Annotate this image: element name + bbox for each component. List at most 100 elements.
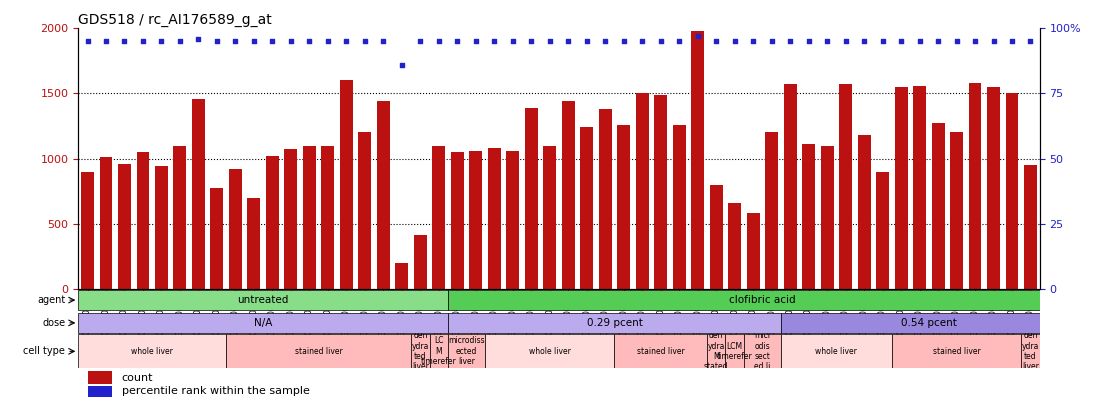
Bar <box>359 132 371 289</box>
Text: cell type: cell type <box>23 346 65 356</box>
Bar <box>229 169 241 289</box>
Bar <box>448 313 780 333</box>
Bar <box>506 151 519 289</box>
Point <box>836 38 854 45</box>
Bar <box>968 83 982 289</box>
Bar <box>411 334 429 369</box>
Point <box>338 38 356 45</box>
Point <box>873 38 891 45</box>
Point <box>190 36 208 42</box>
Bar <box>840 84 852 289</box>
Bar <box>485 334 615 369</box>
Point <box>911 38 929 45</box>
Bar <box>448 334 485 369</box>
Point <box>208 38 226 45</box>
Bar <box>615 334 707 369</box>
Bar <box>524 108 538 289</box>
Text: microdiss
ected
liver: microdiss ected liver <box>448 337 485 366</box>
Text: whole liver: whole liver <box>529 347 570 356</box>
Bar <box>784 84 797 289</box>
Text: 0.54 pcent: 0.54 pcent <box>901 318 957 328</box>
Text: percentile rank within the sample: percentile rank within the sample <box>122 386 310 396</box>
Point <box>541 38 559 45</box>
Text: micr
odis
sect
ed li: micr odis sect ed li <box>754 331 771 371</box>
Bar <box>780 334 892 369</box>
Text: stained liver: stained liver <box>295 347 342 356</box>
Bar <box>987 87 999 289</box>
Point <box>264 38 282 45</box>
Point <box>929 38 947 45</box>
Point <box>892 38 910 45</box>
Point <box>689 33 707 39</box>
Point <box>504 38 522 45</box>
Bar <box>226 334 411 369</box>
Point <box>485 38 503 45</box>
Bar <box>858 135 871 289</box>
Bar <box>654 95 667 289</box>
Text: deh
ydra
M
stated: deh ydra M stated <box>704 331 729 371</box>
Point <box>430 38 448 45</box>
Point <box>559 38 577 45</box>
Bar <box>726 334 743 369</box>
Bar <box>580 127 594 289</box>
Bar <box>561 101 575 289</box>
Bar <box>414 234 427 289</box>
Bar <box>802 144 815 289</box>
Point <box>596 38 614 45</box>
Bar <box>136 152 150 289</box>
Bar <box>707 334 726 369</box>
Point <box>134 38 152 45</box>
Point <box>97 38 115 45</box>
Bar <box>155 166 168 289</box>
Bar <box>119 164 131 289</box>
Point <box>522 38 540 45</box>
Text: micr
odis
sect
ed li: micr odis sect ed li <box>1059 331 1076 371</box>
Bar <box>1059 334 1077 369</box>
Text: LC
M
time
refer: LC M time refer <box>1040 331 1058 371</box>
Bar <box>1024 165 1038 289</box>
Point <box>633 38 651 45</box>
Text: stained liver: stained liver <box>932 347 980 356</box>
Text: deh
ydra
ted
liver: deh ydra ted liver <box>1022 331 1040 371</box>
Bar <box>321 145 334 289</box>
Point <box>578 38 596 45</box>
Text: N/A: N/A <box>254 318 273 328</box>
Point <box>708 38 726 45</box>
Bar <box>599 109 612 289</box>
Bar <box>88 386 112 397</box>
Point <box>392 62 410 68</box>
Point <box>726 38 743 45</box>
Bar <box>78 290 448 310</box>
Bar <box>396 263 408 289</box>
Point <box>781 38 799 45</box>
Point <box>1022 38 1040 45</box>
Bar <box>892 334 1021 369</box>
Bar <box>192 99 205 289</box>
Point <box>319 38 337 45</box>
Point <box>78 38 96 45</box>
Text: count: count <box>122 373 153 383</box>
Point <box>448 38 466 45</box>
Bar <box>303 145 316 289</box>
Point <box>375 38 392 45</box>
Bar <box>1005 94 1018 289</box>
Bar <box>247 198 260 289</box>
Bar <box>877 172 889 289</box>
Bar <box>765 132 778 289</box>
Bar <box>429 334 448 369</box>
Bar <box>266 156 278 289</box>
Bar <box>543 145 557 289</box>
Bar <box>100 157 113 289</box>
Text: LCM
timerefer: LCM timerefer <box>717 342 752 361</box>
Bar <box>448 290 1077 310</box>
Point <box>948 38 966 45</box>
Point <box>152 38 170 45</box>
Point <box>227 38 245 45</box>
Point <box>171 38 189 45</box>
Point <box>652 38 670 45</box>
Point <box>762 38 780 45</box>
Point <box>356 38 373 45</box>
Bar <box>691 31 704 289</box>
Point <box>799 38 817 45</box>
Point <box>615 38 633 45</box>
